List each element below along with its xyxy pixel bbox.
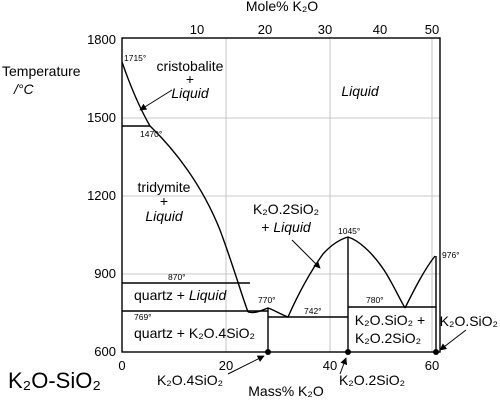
temp-780: 780°: [366, 295, 384, 305]
y-tick: 1200: [87, 188, 116, 203]
x-bottom-title: Mass% K₂O: [248, 383, 324, 399]
plot-frame: [121, 37, 441, 353]
field-quartz-k2o4sio2: quartz + K₂O.4SiO₂: [134, 325, 255, 341]
compound-points: [265, 349, 439, 355]
field-cristobalite-liquid: Liquid: [171, 85, 210, 101]
temp-976: 976°: [442, 250, 460, 260]
field-k2osio2-k2o2sio2-line1: K₂O.SiO₂ +: [355, 312, 425, 328]
arrow-k2osio2-label: [439, 329, 467, 351]
temp-1715: 1715°: [124, 53, 146, 63]
temp-1045: 1045°: [338, 226, 360, 236]
x-top-title: Mole% K₂O: [246, 0, 318, 14]
temp-769: 769°: [134, 312, 152, 322]
x-tick: 20: [219, 358, 233, 373]
field-k2osio2-k2o2sio2-line2: K₂O.2SiO₂: [355, 330, 421, 346]
field-cristobalite: cristobalite: [157, 58, 224, 74]
x-top-tick: 10: [190, 22, 204, 37]
x-top-tick: 20: [258, 22, 272, 37]
phase-boundaries: [121, 61, 437, 352]
temp-1470: 1470°: [140, 129, 162, 139]
label-k2osio2: K₂O.SiO₂: [440, 313, 498, 329]
liquidus-k2o2sio2: [287, 236, 406, 318]
x-tick: 0: [118, 358, 125, 373]
x-top-ticks: 10 20 30 40 50: [190, 22, 439, 37]
field-cristobalite-plus: +: [186, 71, 194, 87]
x-top-tick: 40: [373, 22, 387, 37]
arrow-cristobalite: [139, 89, 173, 111]
system-label: K₂O-SiO₂: [8, 368, 101, 393]
k2o4sio2-point: [265, 349, 271, 355]
x-tick: 60: [425, 358, 439, 373]
k2osio2-point: [433, 349, 439, 355]
field-tridymite: tridymite: [138, 179, 191, 195]
liquidus-k2osio2: [404, 255, 436, 309]
field-tridymite-liquid: Liquid: [145, 208, 184, 224]
temp-770: 770°: [258, 295, 276, 305]
y-axis-ticks: 1800 1500 1200 900 600: [87, 32, 116, 359]
y-title-line1: Temperature: [2, 63, 81, 79]
field-k2o2sio2-liquid: + Liquid: [261, 219, 312, 235]
arrow-k2o4sio2-label: [227, 355, 265, 375]
y-tick: 1800: [87, 32, 116, 47]
field-quartz-liquid: quartz + Liquid: [134, 287, 227, 303]
x-tick: 40: [323, 358, 337, 373]
y-tick: 600: [94, 344, 116, 359]
field-tridymite-plus: +: [160, 193, 168, 209]
temp-870: 870°: [168, 272, 186, 282]
k2o2sio2-point: [345, 349, 351, 355]
field-k2o2sio2: K₂O.2SiO₂: [253, 201, 319, 217]
liquidus-silica: [121, 61, 249, 313]
y-tick: 900: [94, 266, 116, 281]
y-title-line2: /°C: [13, 81, 34, 97]
x-top-tick: 50: [425, 22, 439, 37]
y-tick: 1500: [87, 110, 116, 125]
annotation-arrows: [139, 89, 467, 375]
arrow-k2o2sio2-liquid: [291, 239, 321, 269]
label-k2o2sio2: K₂O.2SiO₂: [339, 372, 405, 388]
x-bottom-ticks: 0 20 40 60: [118, 358, 439, 373]
x-top-tick: 30: [318, 22, 332, 37]
arrow-k2o2sio2-label: [339, 357, 348, 375]
temp-742: 742°: [304, 306, 322, 316]
field-liquid: Liquid: [341, 83, 380, 99]
gridlines: [122, 38, 440, 352]
label-k2o4sio2: K₂O.4SiO₂: [157, 372, 223, 388]
